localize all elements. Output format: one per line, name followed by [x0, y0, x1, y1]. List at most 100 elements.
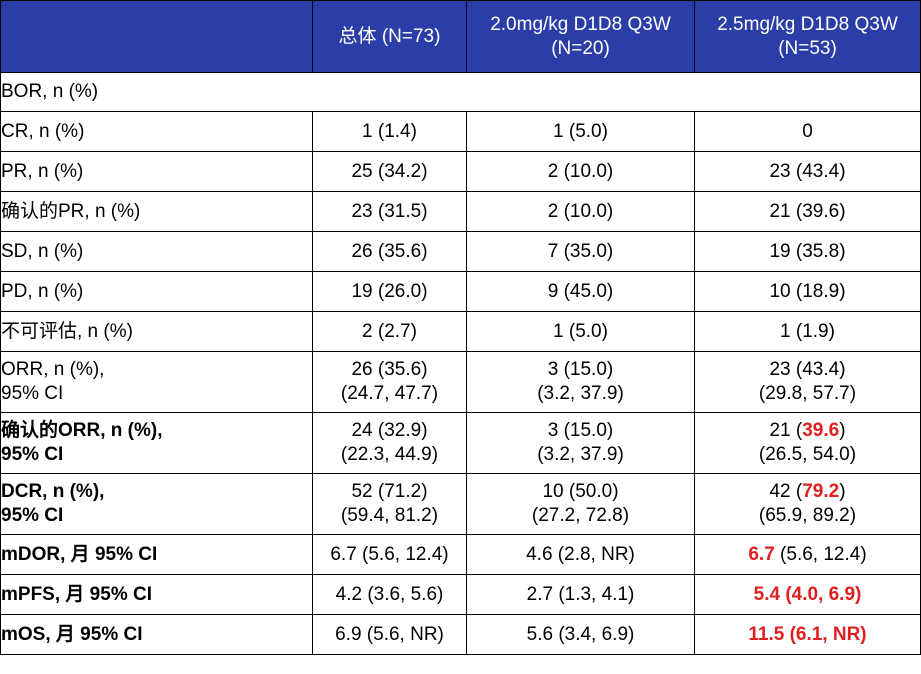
header-dose-2-5-line1: 2.5mg/kg D1D8 Q3W — [717, 13, 898, 35]
cell-value: 21 (39.6) — [696, 419, 920, 443]
cell-value-suffix: ) — [839, 420, 846, 441]
table-row-cr: CR, n (%) 1 (1.4) 1 (5.0) 0 — [0, 111, 921, 152]
header-dose-2-0: 2.0mg/kg D1D8 Q3W (N=20) — [466, 0, 695, 73]
cell-dose-2-5: 42 (79.2) (65.9, 89.2) — [694, 473, 921, 535]
row-label-line1: DCR, n (%), — [1, 481, 105, 502]
cell-dose-2-0: 1 (5.0) — [466, 311, 695, 352]
cell-value: 42 (79.2) — [696, 480, 920, 504]
cell-total: 4.2 (3.6, 5.6) — [312, 574, 467, 615]
cell-value-prefix: 42 ( — [769, 481, 803, 502]
table-row-not-evaluable: 不可评估, n (%) 2 (2.7) 1 (5.0) 1 (1.9) — [0, 311, 921, 352]
row-label: 确认的ORR, n (%), 95% CI — [0, 412, 313, 474]
table-row-pd: PD, n (%) 19 (26.0) 9 (45.0) 10 (18.9) — [0, 271, 921, 312]
header-dose-2-0-line2: (N=20) — [551, 37, 610, 59]
row-label: SD, n (%) — [0, 231, 313, 272]
cell-ci: (5.6, 12.4) — [774, 543, 867, 565]
cell-value: 26 (35.6) — [351, 359, 428, 380]
cell-total: 6.7 (5.6, 12.4) — [312, 534, 467, 575]
row-label-line2: 95% CI — [1, 505, 64, 526]
section-label-bor: BOR, n (%) — [0, 72, 921, 112]
cell-dose-2-5: 6.7 (5.6, 12.4) — [694, 534, 921, 575]
efficacy-results-table: 总体 (N=73) 2.0mg/kg D1D8 Q3W (N=20) 2.5mg… — [0, 0, 921, 655]
cell-dose-2-0: 2.7 (1.3, 4.1) — [466, 574, 695, 615]
cell-value: 24 (32.9) — [351, 420, 428, 441]
cell-total: 1 (1.4) — [312, 111, 467, 152]
header-dose-2-5-line2: (N=53) — [778, 37, 837, 59]
cell-dose-2-5: 5.4 (4.0, 6.9) — [694, 574, 921, 615]
cell-total: 19 (26.0) — [312, 271, 467, 312]
cell-ci: (27.2, 72.8) — [531, 505, 630, 526]
cell-value: 10 (50.0) — [542, 481, 619, 502]
cell-dose-2-0: 3 (15.0) (3.2, 37.9) — [466, 412, 695, 474]
cell-dose-2-5: 1 (1.9) — [694, 311, 921, 352]
cell-value-suffix: ) — [839, 481, 846, 502]
cell-value: 52 (71.2) — [351, 481, 428, 502]
row-label: 不可评估, n (%) — [0, 311, 313, 352]
table-row-orr: ORR, n (%), 95% CI 26 (35.6) (24.7, 47.7… — [0, 351, 921, 413]
cell-dose-2-0: 9 (45.0) — [466, 271, 695, 312]
cell-total: 52 (71.2) (59.4, 81.2) — [312, 473, 467, 535]
cell-total: 26 (35.6) (24.7, 47.7) — [312, 351, 467, 413]
highlighted-value: 79.2 — [802, 481, 840, 502]
highlighted-value: 39.6 — [802, 420, 840, 441]
cell-value-prefix: 21 ( — [769, 420, 803, 441]
cell-total: 2 (2.7) — [312, 311, 467, 352]
cell-ci: (26.5, 54.0) — [758, 444, 857, 465]
row-label: PD, n (%) — [0, 271, 313, 312]
table-row-confirmed-pr: 确认的PR, n (%) 23 (31.5) 2 (10.0) 21 (39.6… — [0, 191, 921, 232]
row-label: PR, n (%) — [0, 151, 313, 192]
cell-ci: (3.2, 37.9) — [537, 383, 624, 404]
header-dose-2-0-line1: 2.0mg/kg D1D8 Q3W — [490, 13, 671, 35]
row-label: mOS, 月 95% CI — [0, 614, 313, 655]
table-row-sd: SD, n (%) 26 (35.6) 7 (35.0) 19 (35.8) — [0, 231, 921, 272]
row-label-line1: ORR, n (%), — [1, 359, 105, 380]
cell-total: 26 (35.6) — [312, 231, 467, 272]
cell-total: 23 (31.5) — [312, 191, 467, 232]
highlighted-value: 6.7 — [748, 543, 775, 565]
cell-dose-2-0: 1 (5.0) — [466, 111, 695, 152]
header-blank-cell — [0, 0, 313, 73]
cell-total: 25 (34.2) — [312, 151, 467, 192]
cell-dose-2-0: 5.6 (3.4, 6.9) — [466, 614, 695, 655]
cell-dose-2-5: 23 (43.4) (29.8, 57.7) — [694, 351, 921, 413]
cell-ci: (24.7, 47.7) — [340, 383, 439, 404]
cell-dose-2-5: 11.5 (6.1, NR) — [694, 614, 921, 655]
cell-ci: (65.9, 89.2) — [758, 505, 857, 526]
cell-dose-2-0: 2 (10.0) — [466, 151, 695, 192]
header-total: 总体 (N=73) — [312, 0, 467, 73]
cell-value: 3 (15.0) — [547, 420, 614, 441]
cell-dose-2-5: 21 (39.6) — [694, 191, 921, 232]
section-row-bor: BOR, n (%) — [0, 72, 921, 112]
cell-dose-2-5: 0 — [694, 111, 921, 152]
cell-ci: (22.3, 44.9) — [340, 444, 439, 465]
table-row-dcr: DCR, n (%), 95% CI 52 (71.2) (59.4, 81.2… — [0, 473, 921, 535]
row-label: DCR, n (%), 95% CI — [0, 473, 313, 535]
cell-total: 24 (32.9) (22.3, 44.9) — [312, 412, 467, 474]
cell-dose-2-0: 10 (50.0) (27.2, 72.8) — [466, 473, 695, 535]
row-label-line1: 确认的ORR, n (%), — [1, 420, 163, 441]
cell-dose-2-0: 4.6 (2.8, NR) — [466, 534, 695, 575]
cell-dose-2-5: 19 (35.8) — [694, 231, 921, 272]
table-row-mdor: mDOR, 月 95% CI 6.7 (5.6, 12.4) 4.6 (2.8,… — [0, 534, 921, 575]
cell-ci: (59.4, 81.2) — [340, 505, 439, 526]
row-label: 确认的PR, n (%) — [0, 191, 313, 232]
table-row-pr: PR, n (%) 25 (34.2) 2 (10.0) 23 (43.4) — [0, 151, 921, 192]
table-row-mpfs: mPFS, 月 95% CI 4.2 (3.6, 5.6) 2.7 (1.3, … — [0, 574, 921, 615]
table-header-row: 总体 (N=73) 2.0mg/kg D1D8 Q3W (N=20) 2.5mg… — [0, 0, 921, 73]
cell-dose-2-5: 21 (39.6) (26.5, 54.0) — [694, 412, 921, 474]
cell-dose-2-5: 23 (43.4) — [694, 151, 921, 192]
cell-dose-2-0: 7 (35.0) — [466, 231, 695, 272]
table-row-mos: mOS, 月 95% CI 6.9 (5.6, NR) 5.6 (3.4, 6.… — [0, 614, 921, 655]
row-label-line2: 95% CI — [1, 383, 64, 404]
cell-ci: (3.2, 37.9) — [537, 444, 624, 465]
row-label: mDOR, 月 95% CI — [0, 534, 313, 575]
row-label-line2: 95% CI — [1, 444, 64, 465]
cell-value: 3 (15.0) — [547, 359, 614, 380]
header-dose-2-5: 2.5mg/kg D1D8 Q3W (N=53) — [694, 0, 921, 73]
cell-dose-2-0: 3 (15.0) (3.2, 37.9) — [466, 351, 695, 413]
row-label: CR, n (%) — [0, 111, 313, 152]
row-label: mPFS, 月 95% CI — [0, 574, 313, 615]
cell-value: 23 (43.4) — [769, 359, 846, 380]
cell-dose-2-5: 10 (18.9) — [694, 271, 921, 312]
cell-ci: (29.8, 57.7) — [758, 383, 857, 404]
